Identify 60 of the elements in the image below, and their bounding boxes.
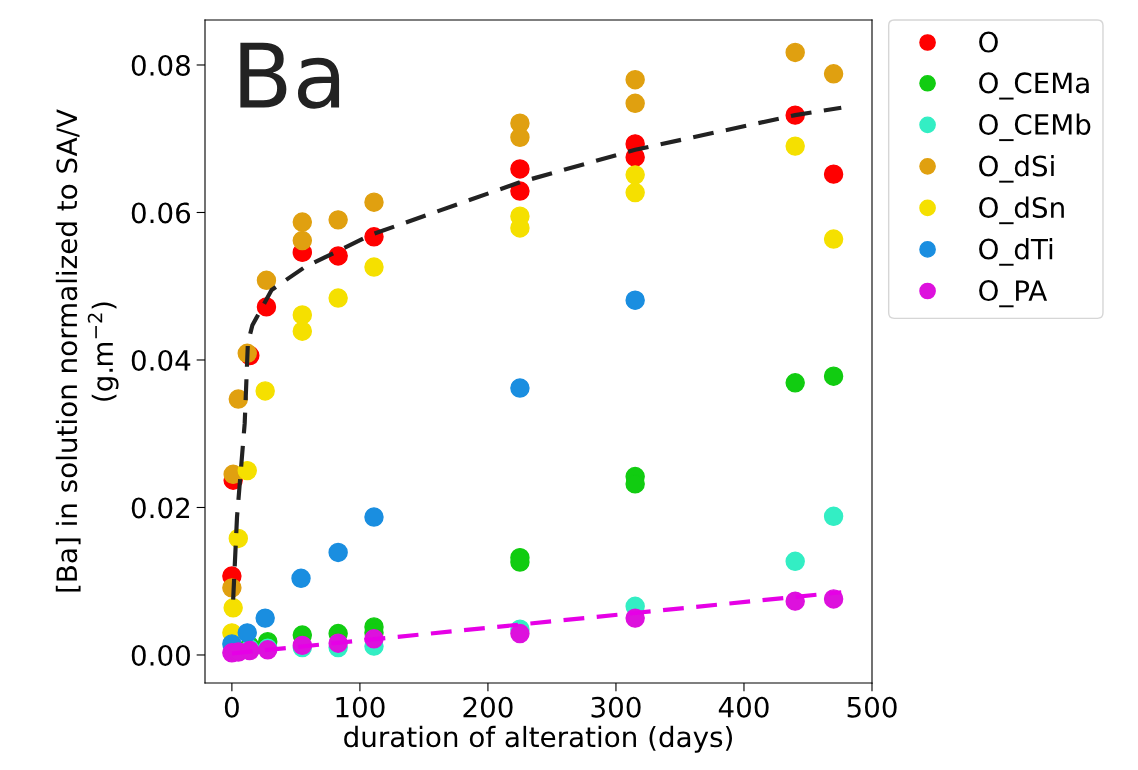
- legend-label: O_dSi: [979, 154, 1054, 183]
- y-tick-label: 0.02: [131, 497, 190, 519]
- legend-label: O_CEMb: [979, 113, 1091, 142]
- point: [823, 164, 844, 184]
- point: [785, 136, 805, 156]
- point: [823, 229, 844, 249]
- point: [237, 623, 257, 643]
- point: [823, 64, 844, 84]
- point: [625, 165, 645, 185]
- y-axis-title: [Ba] in solution normalized to SA/V (g.m$^{−2}$): [55, 109, 119, 592]
- point: [328, 210, 348, 230]
- point: [364, 507, 384, 527]
- annotation: Ba: [240, 42, 340, 109]
- point: [625, 93, 645, 114]
- point: [785, 42, 805, 63]
- point: [625, 290, 645, 310]
- x-axis-title: duration of alteration (days): [344, 725, 732, 753]
- point: [292, 321, 313, 341]
- point: [364, 257, 384, 277]
- x-tick-label: 100: [336, 696, 385, 718]
- legend-label: O_PA: [979, 280, 1048, 308]
- x-tick-label: 500: [847, 696, 897, 718]
- point: [510, 378, 530, 398]
- point: [292, 305, 313, 325]
- point: [292, 230, 313, 251]
- point: [510, 623, 530, 644]
- point: [223, 598, 243, 618]
- x-tick-label: 300: [591, 696, 641, 718]
- y-tick-label: 0.00: [131, 644, 190, 666]
- point: [510, 181, 530, 201]
- y-tick-label: 0.06: [131, 202, 191, 224]
- y-tick-label: 0.08: [131, 54, 190, 76]
- legend-label: O_dTi: [979, 238, 1053, 266]
- point: [256, 270, 277, 291]
- point: [328, 542, 348, 563]
- point: [228, 528, 249, 549]
- point: [785, 373, 805, 393]
- point: [510, 159, 530, 179]
- point: [364, 192, 384, 212]
- legend-label: O: [979, 31, 998, 53]
- legend-label: O_dSn: [979, 196, 1064, 225]
- x-tick-label: 400: [718, 696, 769, 718]
- point: [823, 506, 844, 527]
- point: [625, 70, 645, 90]
- point: [292, 212, 313, 232]
- point: [625, 182, 645, 203]
- point: [291, 568, 311, 588]
- y-tick-label: 0.04: [131, 349, 191, 371]
- point: [823, 366, 844, 386]
- x-tick-label: 200: [463, 696, 513, 718]
- point: [328, 246, 348, 266]
- point: [228, 389, 249, 409]
- point: [237, 460, 257, 481]
- point: [255, 608, 275, 628]
- point: [510, 127, 530, 147]
- point: [255, 381, 275, 401]
- x-tick-label: 0: [224, 696, 239, 718]
- point: [785, 551, 805, 572]
- point: [328, 288, 348, 308]
- legend-label: O_CEMa: [979, 72, 1089, 100]
